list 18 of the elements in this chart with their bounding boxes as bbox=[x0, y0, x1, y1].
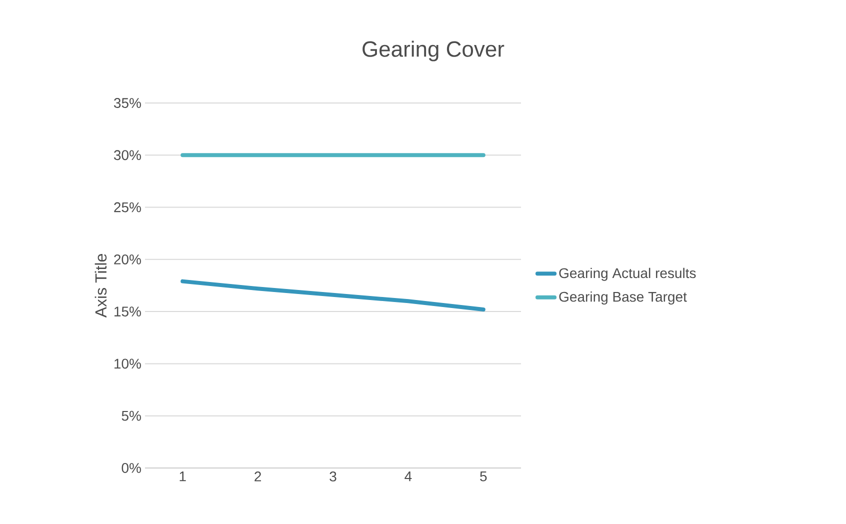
y-tick-label: 25% bbox=[114, 202, 141, 212]
y-tick-label: 0% bbox=[122, 463, 141, 473]
y-tick-label: 30% bbox=[114, 150, 141, 160]
y-tick-label: 15% bbox=[114, 306, 141, 316]
y-tick-label: 20% bbox=[114, 254, 141, 264]
x-tick-label: 2 bbox=[254, 472, 261, 482]
x-tick-label: 3 bbox=[330, 472, 336, 482]
legend-label: Gearing Base Target bbox=[559, 291, 687, 305]
x-tick-label: 5 bbox=[480, 472, 487, 482]
y-axis-title: Axis Title bbox=[94, 254, 107, 318]
x-tick-label: 4 bbox=[404, 472, 412, 482]
y-tick-label: 10% bbox=[114, 358, 141, 369]
x-tick-label: 1 bbox=[180, 472, 186, 482]
y-tick-label: 35% bbox=[114, 98, 141, 108]
y-tick-label: 5% bbox=[122, 410, 141, 421]
chart-title: Gearing Cover bbox=[362, 40, 504, 62]
line-series bbox=[180, 279, 486, 312]
legend-label: Gearing Actual results bbox=[559, 268, 696, 281]
